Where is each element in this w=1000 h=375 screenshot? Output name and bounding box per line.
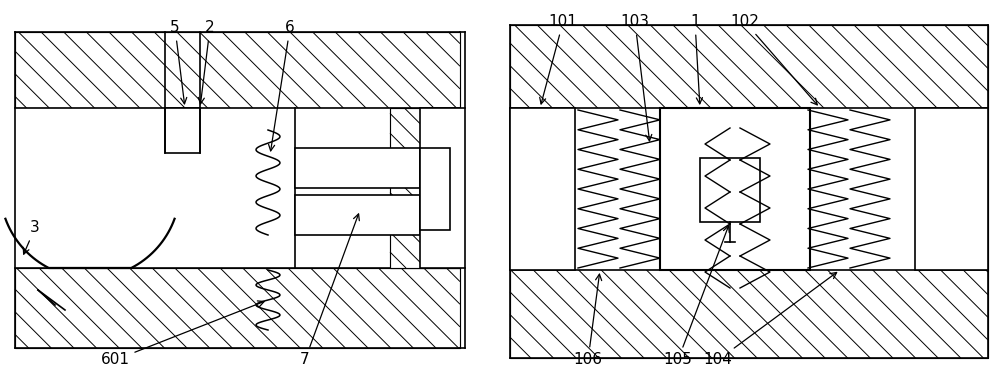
Text: 102: 102 <box>731 15 817 105</box>
Polygon shape <box>390 108 460 268</box>
Text: 7: 7 <box>300 214 359 368</box>
Text: 6: 6 <box>269 21 295 151</box>
Bar <box>420 108 465 268</box>
Text: 105: 105 <box>664 226 729 368</box>
Bar <box>510 108 988 270</box>
Bar <box>165 108 200 153</box>
Bar <box>15 108 460 268</box>
Text: 101: 101 <box>540 15 577 104</box>
Bar <box>295 148 420 188</box>
Bar <box>295 195 420 235</box>
Polygon shape <box>15 32 460 108</box>
Bar <box>510 108 575 270</box>
Text: 2: 2 <box>198 21 215 104</box>
Bar <box>420 148 450 230</box>
Text: 601: 601 <box>100 301 264 368</box>
Bar <box>660 108 810 270</box>
Text: 104: 104 <box>704 273 837 368</box>
Polygon shape <box>15 268 460 348</box>
Polygon shape <box>510 25 988 358</box>
Text: 3: 3 <box>23 220 40 254</box>
Bar <box>915 108 988 270</box>
Text: 103: 103 <box>620 15 652 141</box>
Bar <box>700 158 760 222</box>
Text: 106: 106 <box>574 274 602 368</box>
Text: 1: 1 <box>690 15 702 104</box>
Text: 5: 5 <box>170 21 187 104</box>
